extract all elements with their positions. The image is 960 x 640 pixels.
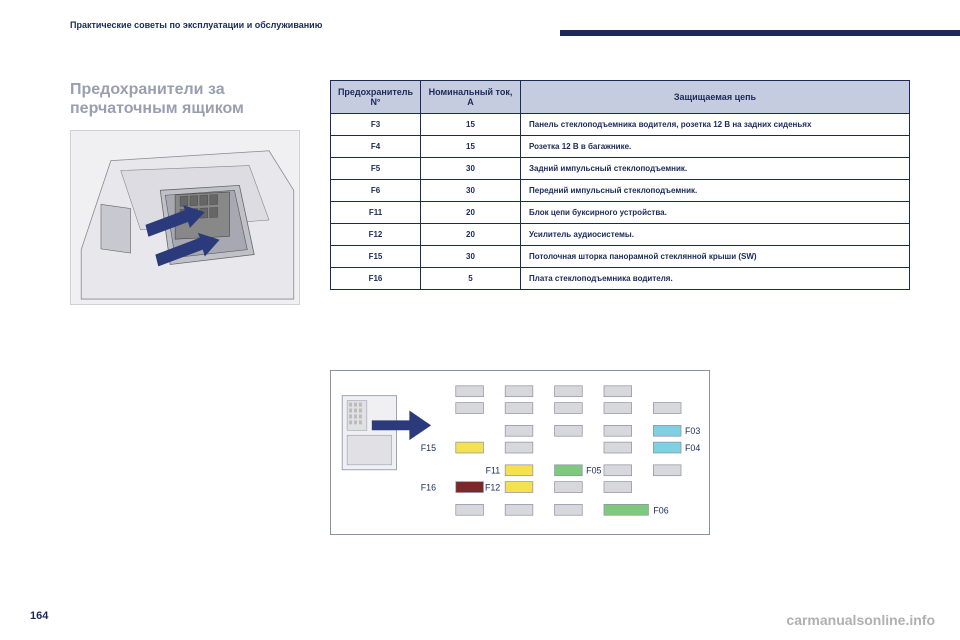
table-row: F5 30 Задний импульсный стеклоподъемник.: [331, 158, 910, 180]
table-body: F3 15 Панель стеклоподъемника водителя, …: [331, 114, 910, 290]
cell-n: F16: [331, 268, 421, 290]
cell-n: F11: [331, 202, 421, 224]
cell-a: 30: [421, 180, 521, 202]
label-f03: F03: [685, 426, 700, 436]
label-f12: F12: [485, 483, 500, 493]
cell-a: 20: [421, 224, 521, 246]
page-number: 164: [30, 610, 48, 622]
cell-n: F15: [331, 246, 421, 268]
content: Предохранители за перчаточным ящиком: [70, 80, 920, 118]
th-fuse-number: Предохранитель N°: [331, 81, 421, 114]
cell-n: F12: [331, 224, 421, 246]
cell-desc: Плата стеклоподъемника водителя.: [521, 268, 910, 290]
cell-desc: Панель стеклоподъемника водителя, розетк…: [521, 114, 910, 136]
cell-a: 5: [421, 268, 521, 290]
cell-desc: Блок цепи буксирного устройства.: [521, 202, 910, 224]
header-bar: [560, 30, 960, 36]
label-f04: F04: [685, 443, 700, 453]
table-row: F11 20 Блок цепи буксирного устройства.: [331, 202, 910, 224]
table-row: F4 15 Розетка 12 В в багажнике.: [331, 136, 910, 158]
cell-desc: Розетка 12 В в багажнике.: [521, 136, 910, 158]
cell-a: 30: [421, 158, 521, 180]
fuse-layout-diagram: F03 F04 F15 F11 F05 F16 F12 F06: [330, 370, 710, 535]
title-line2: перчаточным ящиком: [70, 100, 244, 117]
cell-n: F5: [331, 158, 421, 180]
cell-a: 30: [421, 246, 521, 268]
cell-a: 20: [421, 202, 521, 224]
table-row: F3 15 Панель стеклоподъемника водителя, …: [331, 114, 910, 136]
table-row: F15 30 Потолочная шторка панорамной стек…: [331, 246, 910, 268]
page-header: Практические советы по эксплуатации и об…: [70, 20, 960, 30]
cell-n: F3: [331, 114, 421, 136]
table-row: F6 30 Передний импульсный стеклоподъемни…: [331, 180, 910, 202]
table-header-row: Предохранитель N° Номинальный ток, A Защ…: [331, 81, 910, 114]
cell-desc: Задний импульсный стеклоподъемник.: [521, 158, 910, 180]
label-f16: F16: [421, 483, 436, 493]
label-f05: F05: [586, 466, 601, 476]
glovebox-illustration: [70, 130, 300, 305]
table-row: F12 20 Усилитель аудиосистемы.: [331, 224, 910, 246]
section-title: Предохранители за перчаточным ящиком: [70, 80, 300, 118]
title-line1: Предохранители за: [70, 81, 225, 98]
watermark: carmanualsonline.info: [786, 612, 935, 628]
label-f11: F11: [486, 466, 501, 476]
label-f06: F06: [653, 505, 668, 515]
cell-desc: Усилитель аудиосистемы.: [521, 224, 910, 246]
cell-n: F6: [331, 180, 421, 202]
fuse-table: Предохранитель N° Номинальный ток, A Защ…: [330, 80, 910, 290]
th-current: Номинальный ток, A: [421, 81, 521, 114]
th-circuit: Защищаемая цепь: [521, 81, 910, 114]
table-row: F16 5 Плата стеклоподъемника водителя.: [331, 268, 910, 290]
breadcrumb: Практические советы по эксплуатации и об…: [70, 20, 322, 30]
cell-desc: Передний импульсный стеклоподъемник.: [521, 180, 910, 202]
cell-desc: Потолочная шторка панорамной стеклянной …: [521, 246, 910, 268]
cell-n: F4: [331, 136, 421, 158]
cell-a: 15: [421, 136, 521, 158]
cell-a: 15: [421, 114, 521, 136]
label-f15: F15: [421, 443, 436, 453]
